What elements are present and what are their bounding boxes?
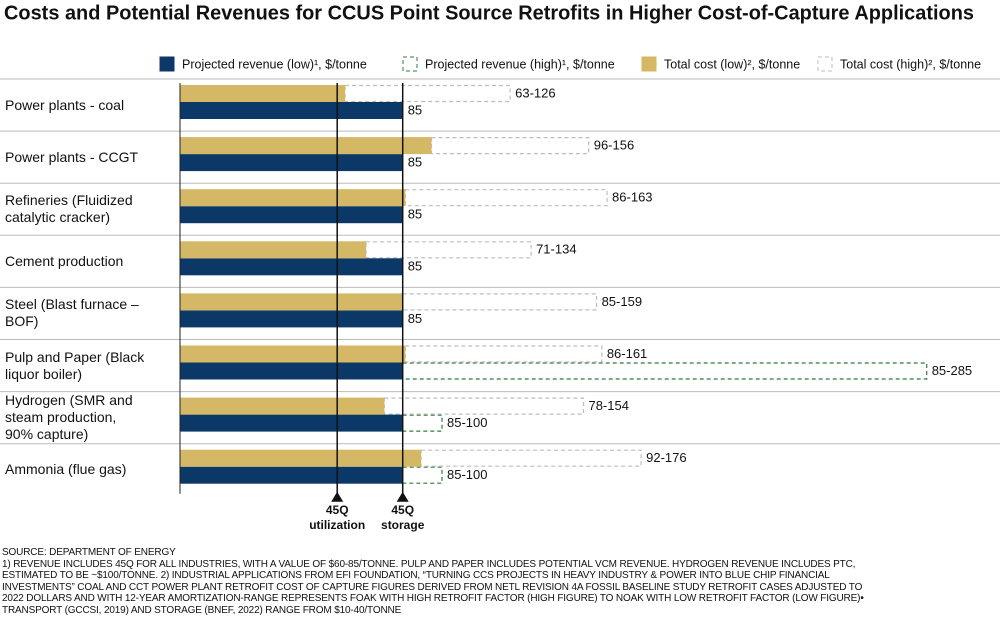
range-bar-high	[404, 189, 608, 207]
value-label: 86-163	[612, 190, 652, 205]
value-label: 71-134	[536, 242, 576, 257]
reference-label: 45Q	[326, 503, 349, 517]
bar	[180, 293, 403, 311]
legend-swatch	[641, 56, 657, 72]
value-label: 85	[408, 155, 422, 170]
value-label: 85-100	[447, 467, 487, 482]
range-bar-high	[365, 241, 532, 259]
range-bar-high	[383, 397, 585, 415]
range-bar-high	[420, 449, 642, 467]
bar	[180, 102, 403, 119]
range-bar-high	[404, 345, 603, 363]
range-bar-high	[402, 293, 598, 311]
legend-swatch	[817, 56, 833, 72]
value-label: 96-156	[594, 138, 634, 153]
bar	[180, 258, 403, 276]
bar	[180, 206, 403, 224]
bar	[180, 466, 403, 484]
category-label: Power plants - CCGT	[5, 148, 139, 165]
range-bar-high	[430, 137, 590, 155]
value-label: 85	[408, 259, 422, 274]
category-label: Ammonia (flue gas)	[5, 461, 127, 478]
footnote: 1) REVENUE INCLUDES 45Q FOR ALL INDUSTRI…	[2, 558, 856, 570]
bar	[180, 241, 367, 259]
category-label: Cement production	[5, 252, 124, 269]
bar	[180, 449, 422, 467]
category-label: Steel (Blast furnace – BOF)	[5, 296, 139, 330]
footnote: SOURCE: DEPARTMENT OF ENERGY	[2, 547, 176, 558]
bar	[180, 154, 403, 172]
range-bar-high	[402, 362, 928, 380]
range-bar-high	[402, 466, 443, 484]
legend-label: Projected revenue (high)¹, $/tonne	[425, 57, 615, 71]
category-label: Refineries (Fluidized catalytic cracker)	[5, 192, 133, 226]
range-bar-high	[402, 414, 443, 432]
value-label: 85	[408, 311, 422, 326]
footnote: ESTIMATED TO BE ~$100/TONNE. 2) INDUSTRI…	[2, 570, 830, 582]
reference-label: utilization	[309, 518, 365, 532]
value-label: 86-161	[607, 346, 647, 361]
category-label: Pulp and Paper (Black liquor boiler)	[5, 348, 145, 382]
footnote: 2022 DOLLARS AND WITH 12-YEAR AMORTIZATI…	[2, 593, 864, 605]
value-label: 63-126	[515, 85, 555, 100]
reference-label: 45Q	[391, 503, 414, 517]
bar	[180, 345, 406, 363]
value-label: 78-154	[588, 398, 628, 413]
bar	[180, 310, 403, 328]
value-label: 85-100	[447, 415, 487, 430]
category-label: Hydrogen (SMR and steam production, 90% …	[5, 392, 133, 443]
range-bar-high	[344, 84, 511, 103]
bar	[180, 137, 432, 155]
bar	[180, 189, 406, 207]
bar	[180, 85, 346, 102]
bar	[180, 414, 403, 432]
legend-label: Total cost (low)², $/tonne	[664, 57, 800, 71]
reference-marker	[331, 491, 344, 502]
reference-marker	[396, 491, 409, 502]
value-label: 85	[408, 207, 422, 222]
chart-title: Costs and Potential Revenues for CCUS Po…	[4, 2, 974, 24]
legend-label: Projected revenue (low)¹, $/tonne	[182, 57, 367, 71]
footnote: TRANSPORT (GCCSI, 2019) AND STORAGE (BNE…	[2, 605, 402, 616]
value-label: 92-176	[646, 450, 686, 465]
bar	[180, 362, 403, 380]
legend-label: Total cost (high)², $/tonne	[840, 57, 981, 71]
category-label: Power plants - coal	[5, 96, 125, 113]
legend-swatch	[159, 56, 175, 72]
footnote: INVESTMENTS” COAL AND CCT POWER PLANT RE…	[2, 581, 863, 593]
legend-swatch	[402, 56, 418, 72]
value-label: 85-285	[932, 363, 972, 378]
bar	[180, 397, 385, 415]
reference-label: storage	[381, 518, 425, 532]
value-label: 85-159	[602, 294, 642, 309]
value-label: 85	[408, 102, 422, 117]
